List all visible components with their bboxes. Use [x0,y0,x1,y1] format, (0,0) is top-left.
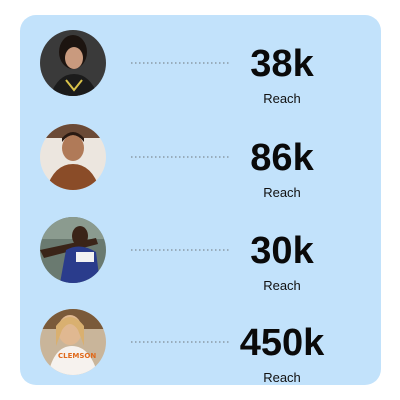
reach-label: Reach [263,185,301,200]
reach-value: 30k [250,230,314,272]
avatar [40,217,106,283]
reach-value: 38k [250,43,314,85]
reach-label: Reach [263,91,301,106]
card-background [20,15,381,385]
reach-label: Reach [263,278,301,293]
avatar [40,30,106,96]
jersey-mark: CLEMSON [58,352,96,360]
avatar: CLEMSON [40,309,106,375]
reach-value: 450k [240,322,325,364]
reach-label: Reach [263,370,301,385]
reach-value: 86k [250,137,314,179]
avatar [40,124,106,190]
